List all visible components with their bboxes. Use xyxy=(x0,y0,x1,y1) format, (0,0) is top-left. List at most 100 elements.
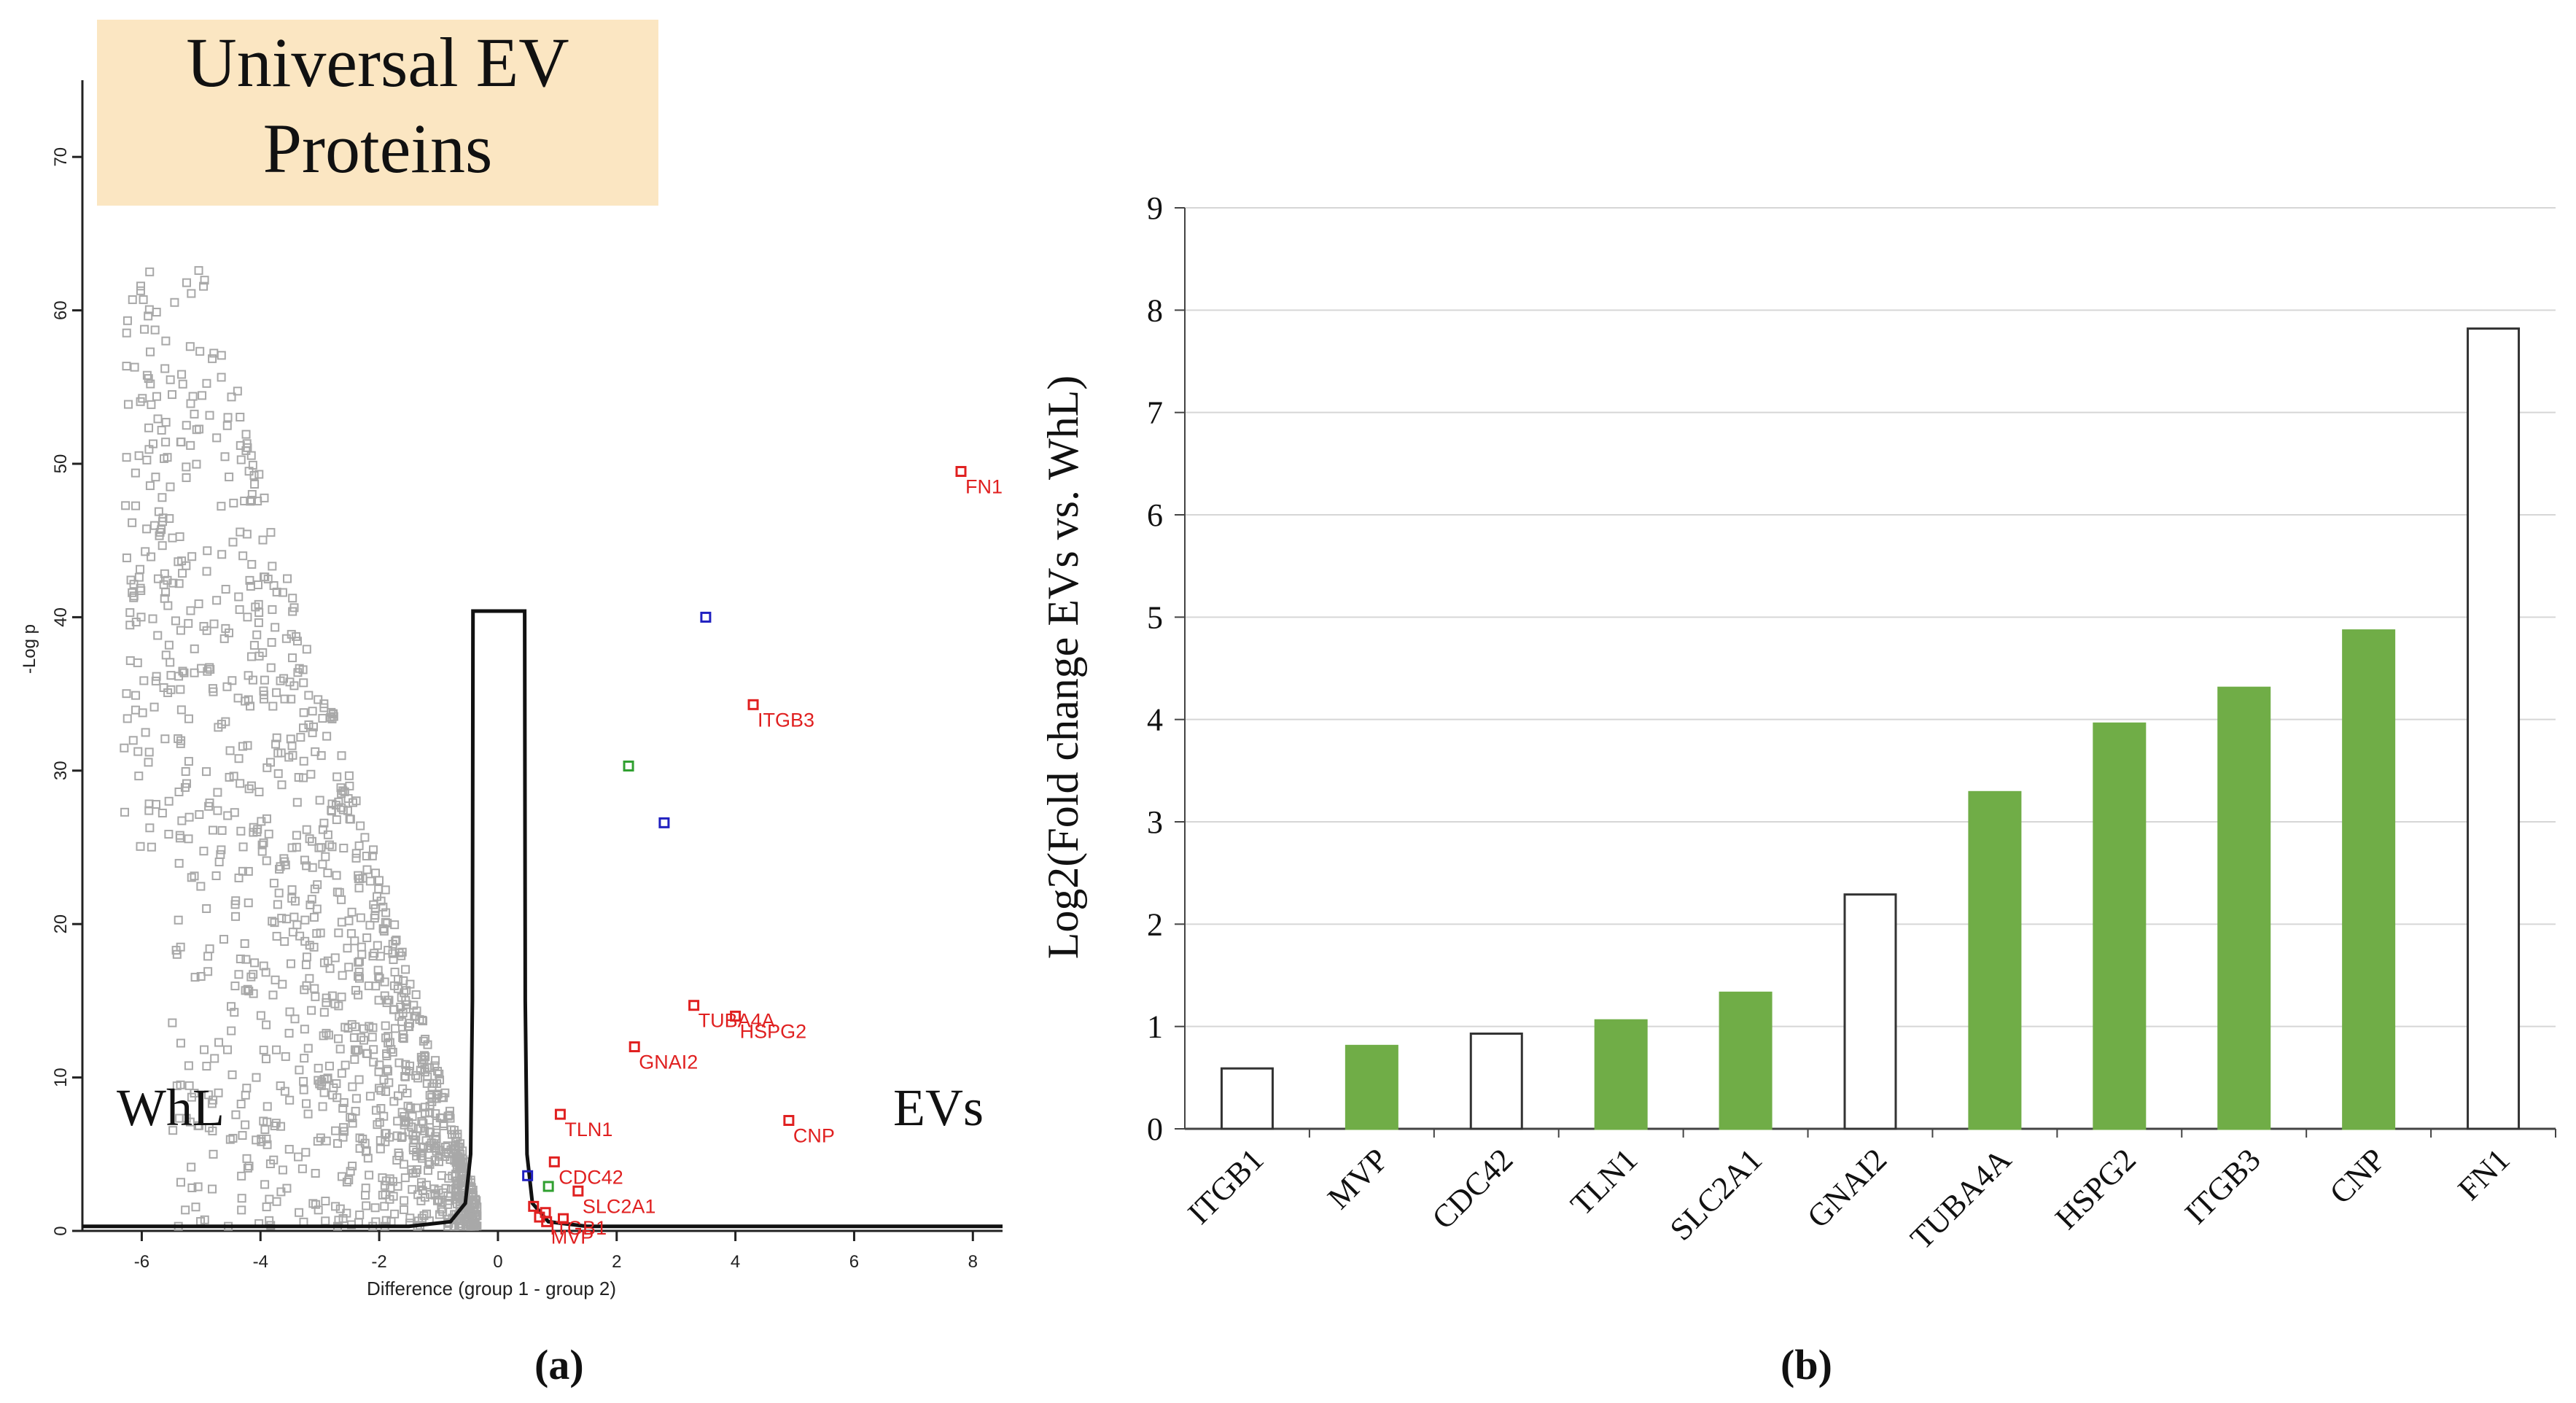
background-protein-point xyxy=(146,347,155,357)
background-protein-point xyxy=(277,914,287,923)
background-protein-point xyxy=(451,1137,461,1146)
background-protein-point xyxy=(257,847,267,856)
background-protein-point xyxy=(281,860,290,870)
background-protein-point xyxy=(246,702,255,711)
background-protein-point xyxy=(311,1200,320,1209)
background-protein-point xyxy=(316,751,326,761)
background-protein-point xyxy=(324,1061,334,1070)
background-protein-point xyxy=(182,473,191,483)
background-protein-point xyxy=(338,1132,348,1142)
bar-slc2a1 xyxy=(1719,991,1773,1130)
background-protein-point xyxy=(307,895,316,904)
background-protein-point xyxy=(151,676,160,685)
background-protein-point xyxy=(176,942,185,952)
background-protein-point xyxy=(381,908,391,917)
background-protein-point xyxy=(231,1110,241,1119)
background-protein-point xyxy=(304,691,314,700)
background-protein-point xyxy=(148,439,157,448)
background-protein-point xyxy=(136,842,145,851)
background-protein-point xyxy=(391,936,400,946)
labeled-point-label: HSPG2 xyxy=(740,1020,807,1042)
background-protein-point xyxy=(440,1088,450,1097)
background-protein-point xyxy=(389,1005,398,1014)
background-protein-point xyxy=(244,898,253,908)
background-protein-point xyxy=(176,438,185,447)
background-protein-point xyxy=(125,656,135,665)
background-protein-point xyxy=(346,929,356,938)
background-protein-point xyxy=(307,1006,316,1015)
background-protein-point xyxy=(456,1149,465,1159)
background-protein-point xyxy=(182,278,191,287)
background-protein-point xyxy=(297,1164,307,1173)
bar-category-label: ITGB3 xyxy=(2178,1141,2268,1231)
background-protein-point xyxy=(337,1068,346,1078)
bar-y-tick-label: 6 xyxy=(1147,497,1163,533)
background-protein-point xyxy=(229,772,238,781)
background-protein-point xyxy=(199,1045,209,1054)
volcano-y-tick-label: 70 xyxy=(51,147,71,167)
background-protein-point xyxy=(136,613,146,622)
background-protein-point xyxy=(236,955,245,964)
background-protein-point xyxy=(365,1022,374,1031)
background-protein-point xyxy=(136,281,146,291)
background-protein-point xyxy=(454,1216,464,1226)
background-protein-point xyxy=(381,1033,391,1043)
background-protein-point xyxy=(234,592,244,602)
labeled-point-marker xyxy=(730,1010,742,1022)
background-protein-point xyxy=(355,1143,365,1153)
background-protein-point xyxy=(176,626,185,635)
background-protein-point xyxy=(217,373,226,382)
background-protein-point xyxy=(262,856,271,866)
background-protein-point xyxy=(190,644,199,653)
background-protein-point xyxy=(243,1163,252,1173)
background-protein-point xyxy=(166,375,175,384)
background-protein-point xyxy=(176,705,186,715)
background-protein-point xyxy=(381,1129,391,1138)
background-protein-point xyxy=(246,972,256,982)
background-protein-point xyxy=(144,806,154,815)
background-protein-point xyxy=(181,1205,190,1215)
background-protein-point xyxy=(374,972,384,982)
background-protein-point xyxy=(206,664,215,674)
background-protein-point xyxy=(322,1136,331,1146)
background-protein-point xyxy=(184,714,193,723)
background-protein-point xyxy=(238,1131,247,1140)
background-protein-point xyxy=(227,1070,237,1079)
bar-hspg2 xyxy=(2093,722,2147,1130)
background-protein-point xyxy=(332,815,341,825)
background-protein-point xyxy=(267,637,276,647)
background-protein-point xyxy=(191,1202,201,1212)
background-protein-point xyxy=(186,606,195,615)
bar-category-label: SLC2A1 xyxy=(1663,1141,1769,1247)
background-protein-point xyxy=(134,451,144,460)
background-protein-point xyxy=(378,924,388,933)
volcano-y-tick-label: 10 xyxy=(51,1068,71,1087)
background-protein-point xyxy=(292,920,302,930)
background-protein-point xyxy=(359,1024,368,1033)
background-protein-point xyxy=(354,957,363,967)
background-protein-point xyxy=(397,947,407,957)
background-protein-point xyxy=(268,917,277,926)
background-protein-point xyxy=(141,728,150,737)
background-protein-point xyxy=(401,1004,410,1014)
background-protein-point xyxy=(270,1121,279,1130)
background-protein-point xyxy=(254,618,263,627)
background-protein-point xyxy=(299,1085,308,1095)
background-protein-point xyxy=(411,990,421,1000)
background-protein-point xyxy=(241,430,251,439)
background-protein-point xyxy=(361,1191,370,1200)
background-protein-point xyxy=(381,1216,391,1225)
background-protein-point xyxy=(278,588,287,597)
background-protein-point xyxy=(122,453,131,462)
background-protein-point xyxy=(404,1118,413,1127)
background-protein-point xyxy=(236,826,246,836)
background-protein-point xyxy=(425,1101,435,1111)
background-protein-point xyxy=(408,1168,418,1178)
background-protein-point xyxy=(160,734,170,744)
background-protein-point xyxy=(240,497,249,506)
background-protein-point xyxy=(269,581,279,591)
bar-fn1 xyxy=(2467,327,2521,1130)
background-protein-point xyxy=(439,1119,448,1128)
background-protein-point xyxy=(142,455,152,465)
background-protein-point xyxy=(333,1034,343,1043)
